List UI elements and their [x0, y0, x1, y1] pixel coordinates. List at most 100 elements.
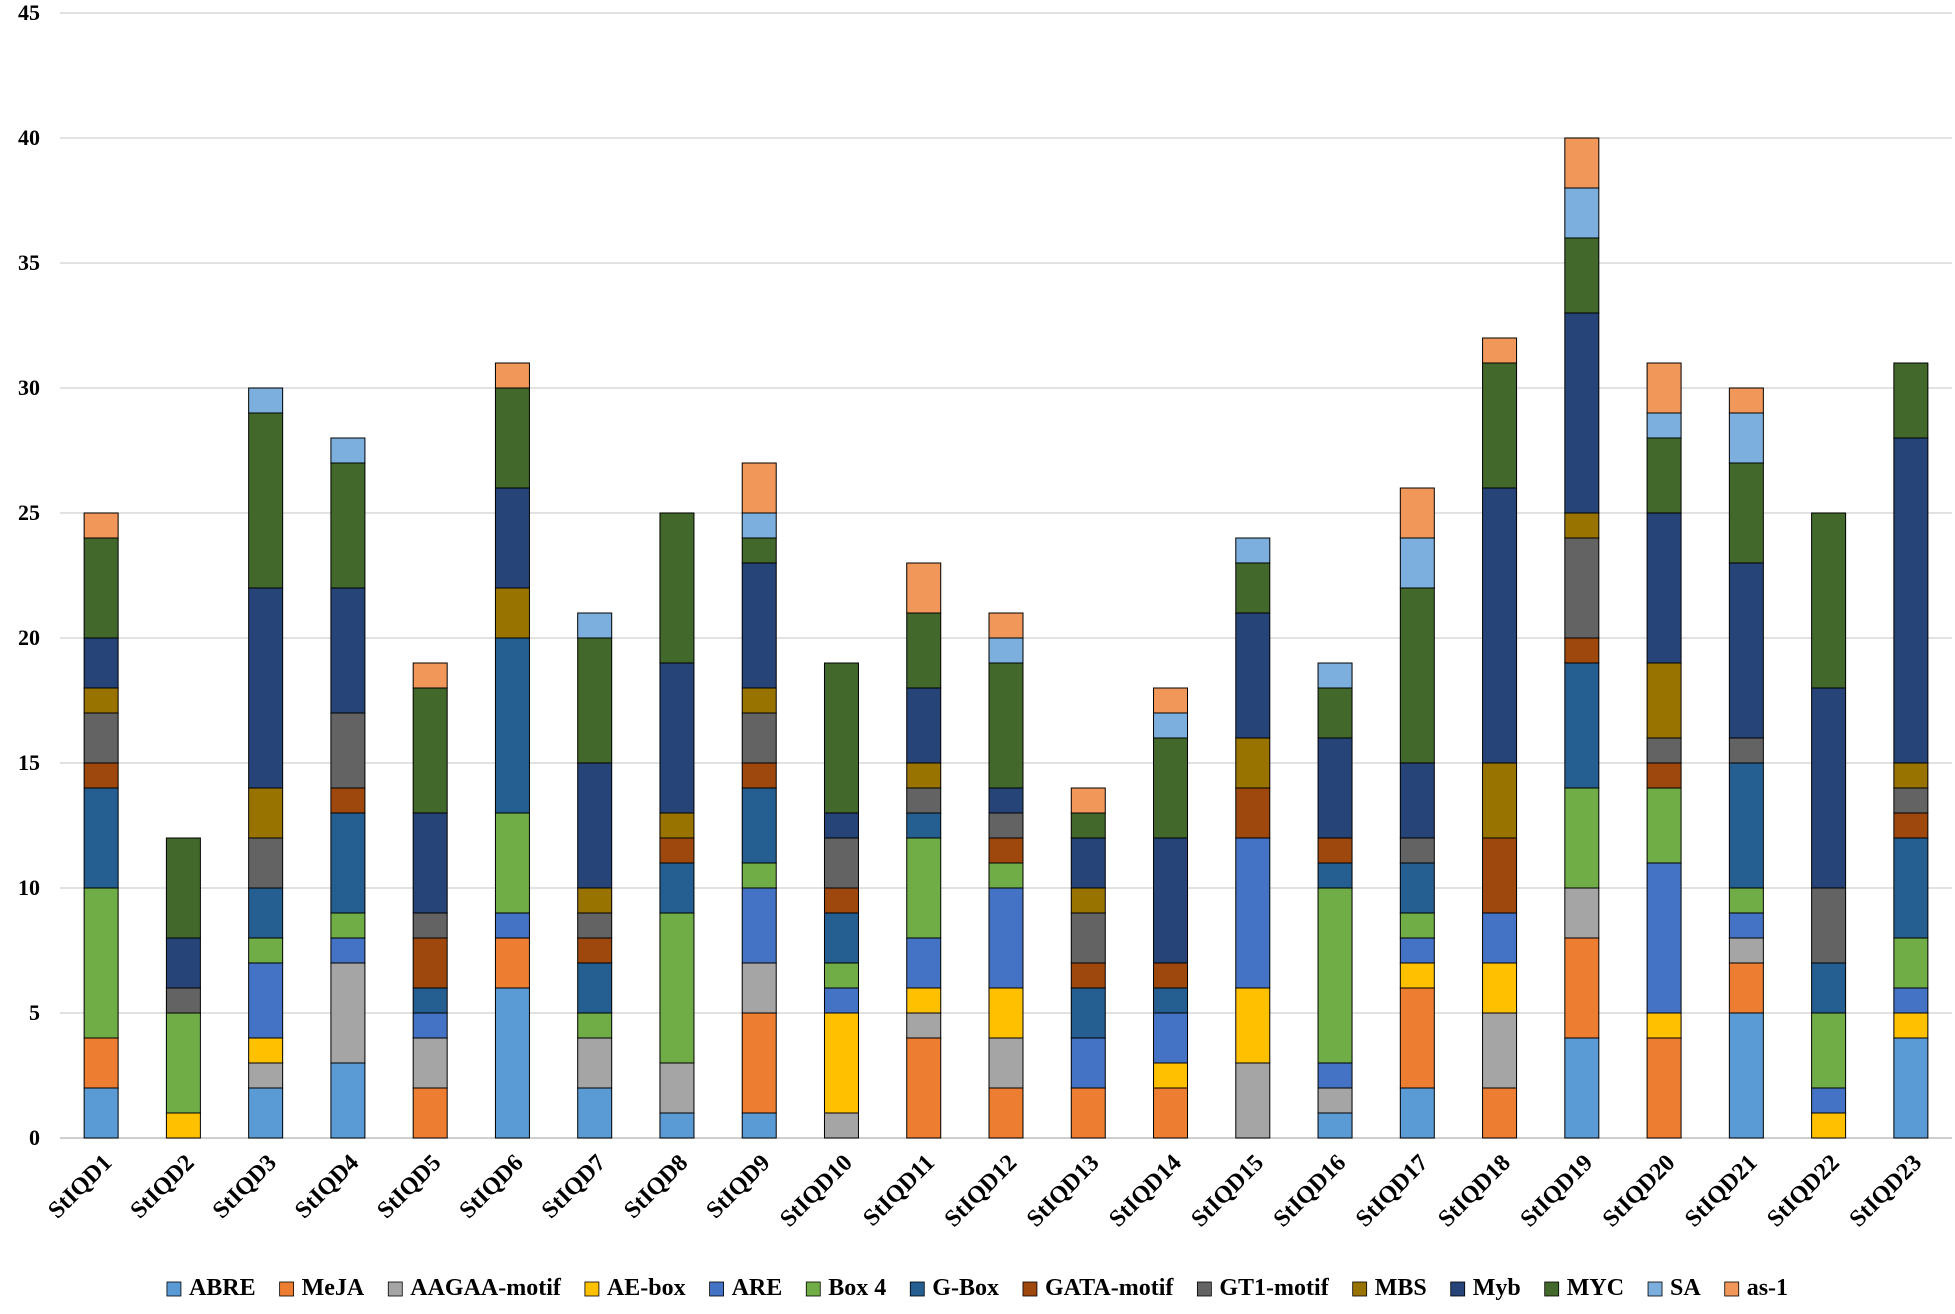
x-category-label: StIQD23 — [1845, 1150, 1928, 1233]
bar-segment-are — [906, 937, 942, 989]
bar-segment-sa — [1235, 537, 1271, 564]
bar-segment-g-box — [577, 962, 613, 1014]
bar-segment-aagaa-motif — [412, 1037, 448, 1089]
bar-segment-g-box — [741, 787, 777, 864]
bar-segment-myb — [741, 562, 777, 689]
bar-segment-gata-motif — [1482, 837, 1518, 914]
y-tick-label: 25 — [18, 500, 40, 525]
bar-segment-meja — [1564, 937, 1600, 1039]
legend-swatch — [1544, 1281, 1560, 1297]
bar-segment-g-box — [823, 912, 859, 964]
legend-label: MeJA — [302, 1275, 365, 1301]
bar-segment-box-4 — [577, 1012, 613, 1039]
bar-segment-gt1-motif — [330, 712, 366, 789]
bar-stack-StIQD11 — [906, 562, 942, 1139]
legend-label: MYC — [1567, 1275, 1624, 1301]
bar-segment-ae-box — [248, 1037, 284, 1064]
bar-stack-StIQD14 — [1153, 687, 1189, 1139]
bar-segment-aagaa-motif — [659, 1062, 695, 1114]
bar-segment-myc — [248, 412, 284, 589]
bar-segment-sa — [741, 512, 777, 539]
bar-segment-aagaa-motif — [823, 1112, 859, 1139]
legend-swatch — [1196, 1281, 1212, 1297]
x-category-label: StIQD12 — [940, 1150, 1023, 1233]
bar-segment-are — [494, 912, 530, 939]
bar-stack-StIQD13 — [1070, 787, 1106, 1139]
bar-segment-myb — [988, 787, 1024, 814]
x-category-label: StIQD16 — [1269, 1150, 1352, 1233]
bar-segment-are — [412, 1012, 448, 1039]
bar-segment-sa — [577, 612, 613, 639]
bar-segment-myc — [1317, 687, 1353, 739]
bar-segment-abre — [83, 1087, 119, 1139]
bar-segment-sa — [330, 437, 366, 464]
x-category-label: StIQD22 — [1762, 1150, 1845, 1233]
x-category-label: StIQD14 — [1104, 1150, 1187, 1233]
bar-segment-g-box — [83, 787, 119, 889]
bar-segment-myb — [494, 487, 530, 589]
bar-segment-gt1-motif — [1811, 887, 1847, 964]
y-tick-label: 35 — [18, 250, 40, 275]
bar-segment-g-box — [1811, 962, 1847, 1014]
bar-segment-meja — [1728, 962, 1764, 1014]
bar-segment-as-1 — [412, 662, 448, 689]
bar-stack-StIQD18 — [1482, 337, 1518, 1139]
bar-segment-mbs — [83, 687, 119, 714]
bar-segment-are — [1235, 837, 1271, 989]
bar-segment-ae-box — [1399, 962, 1435, 989]
bar-segment-as-1 — [1728, 387, 1764, 414]
bar-segment-box-4 — [988, 862, 1024, 889]
bar-segment-myc — [1811, 512, 1847, 689]
bar-segment-g-box — [494, 637, 530, 814]
bar-segment-aagaa-motif — [988, 1037, 1024, 1089]
bar-segment-are — [1646, 862, 1682, 1014]
bar-segment-box-4 — [1811, 1012, 1847, 1089]
bar-segment-gt1-motif — [412, 912, 448, 939]
bar-stack-StIQD22 — [1811, 512, 1847, 1139]
x-category-label: StIQD21 — [1680, 1150, 1763, 1233]
bar-segment-box-4 — [83, 887, 119, 1039]
legend-swatch — [1352, 1281, 1368, 1297]
bar-segment-abre — [577, 1087, 613, 1139]
bar-segment-are — [741, 887, 777, 964]
legend-item: GATA-motif — [1022, 1275, 1174, 1301]
legend-swatch — [1724, 1281, 1740, 1297]
x-category-label: StIQD11 — [858, 1150, 940, 1232]
bar-segment-box-4 — [330, 912, 366, 939]
bar-segment-as-1 — [494, 362, 530, 389]
bar-segment-aagaa-motif — [1317, 1087, 1353, 1114]
bar-segment-gt1-motif — [1564, 537, 1600, 639]
bar-segment-ae-box — [1646, 1012, 1682, 1039]
bar-segment-gata-motif — [1893, 812, 1929, 839]
bar-segment-meja — [1399, 987, 1435, 1089]
legend-item: MeJA — [279, 1275, 365, 1301]
legend-swatch — [909, 1281, 925, 1297]
legend-item: AE-box — [584, 1275, 686, 1301]
bar-stack-StIQD17 — [1399, 487, 1435, 1139]
bar-segment-abre — [659, 1112, 695, 1139]
bar-segment-are — [1811, 1087, 1847, 1114]
legend-swatch — [1450, 1281, 1466, 1297]
bar-segment-myc — [1893, 362, 1929, 439]
bar-segment-box-4 — [741, 862, 777, 889]
bar-stack-StIQD21 — [1728, 387, 1764, 1139]
bar-segment-myb — [412, 812, 448, 914]
bar-segment-abre — [494, 987, 530, 1139]
bar-segment-gata-motif — [823, 887, 859, 914]
bar-stack-StIQD4 — [330, 437, 366, 1139]
bar-segment-myc — [165, 837, 201, 939]
bar-segment-gt1-motif — [906, 787, 942, 814]
legend-item: Box 4 — [805, 1275, 886, 1301]
y-tick-label: 45 — [18, 0, 40, 25]
y-tick-label: 20 — [18, 625, 40, 650]
bar-segment-mbs — [577, 887, 613, 914]
bar-segment-myc — [1235, 562, 1271, 614]
y-axis-tick-labels: 0 5 10 15 20 25 30 35 40 45 — [18, 0, 40, 1150]
bar-segment-myc — [823, 662, 859, 814]
bar-segment-are — [1482, 912, 1518, 964]
bar-segment-myb — [1811, 687, 1847, 889]
bar-segment-myc — [577, 637, 613, 764]
bar-segment-are — [1153, 1012, 1189, 1064]
bar-segment-myb — [248, 587, 284, 789]
bar-segment-myc — [1728, 462, 1764, 564]
